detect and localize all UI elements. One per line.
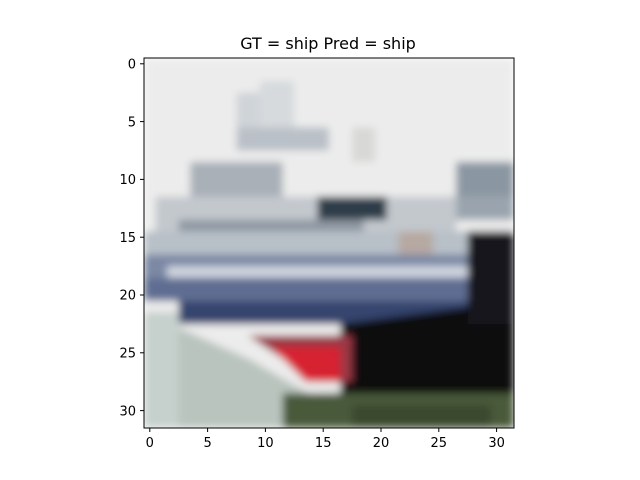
plot-frame [143,57,515,429]
ship-image [144,58,514,428]
y-tick-label: 15 [119,231,136,246]
x-tick-label: 20 [373,436,390,451]
figure-title: GT = ship Pred = ship [240,34,416,53]
y-tick-label: 25 [119,347,136,362]
x-tick-label: 30 [488,436,505,451]
x-tick-label: 0 [146,436,154,451]
y-tick-label: 5 [128,115,136,130]
y-axis: 0 5 10 15 20 25 30 [119,58,144,419]
y-tick-label: 10 [119,173,136,188]
x-tick-label: 25 [431,436,448,451]
x-tick-label: 5 [203,436,211,451]
x-axis: 0 5 10 15 20 25 30 [146,428,505,451]
image-plot [143,57,515,429]
y-tick-label: 30 [119,404,136,419]
y-tick-label: 0 [128,58,136,73]
y-tick-label: 20 [119,289,136,304]
x-tick-label: 10 [257,436,274,451]
x-tick-label: 15 [315,436,332,451]
